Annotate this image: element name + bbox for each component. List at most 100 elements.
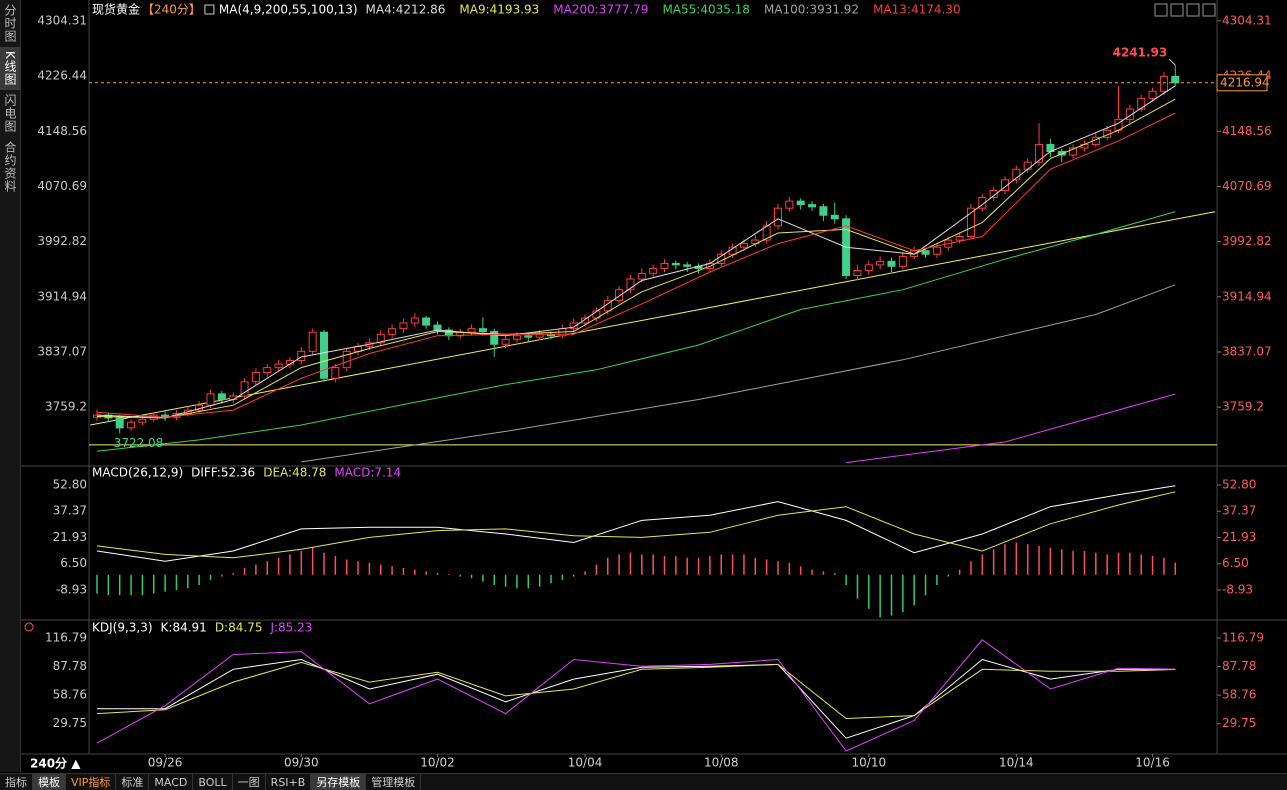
candle-body <box>819 206 828 216</box>
macd-bar <box>1117 552 1120 575</box>
y-tick-label: 6.50 <box>1222 556 1249 570</box>
macd-line <box>96 485 1176 562</box>
macd-bar <box>482 574 484 582</box>
icon[interactable] <box>1186 3 1200 17</box>
macd-bar <box>618 554 620 575</box>
candle-body <box>932 246 941 255</box>
macd-bar <box>414 569 416 575</box>
macd-line <box>96 491 1176 559</box>
candle-body <box>603 299 612 312</box>
macd-bar <box>493 574 495 585</box>
candle-body <box>320 331 328 379</box>
candle-body <box>308 331 317 352</box>
legend-entry: DIFF:52.36 <box>191 466 255 480</box>
candle-body <box>1035 143 1044 163</box>
candle-body <box>138 418 147 423</box>
candle-body <box>512 335 521 340</box>
side-tab[interactable]: K线图 <box>0 47 20 90</box>
candle-body <box>399 322 408 330</box>
y-tick-label: 58.76 <box>1222 688 1256 702</box>
candle-body <box>966 207 975 238</box>
candle-body <box>955 236 964 241</box>
bottom-tab[interactable]: RSI+B <box>266 774 312 790</box>
side-tab[interactable]: 分时图 <box>3 4 17 43</box>
candle-body <box>1023 161 1032 170</box>
y-tick-label: 4070.69 <box>37 179 87 193</box>
candle-body <box>853 270 862 277</box>
macd-bar <box>697 557 700 575</box>
legend-entry: K:84.91 <box>161 621 207 635</box>
candle-body <box>739 243 748 248</box>
candle-body <box>501 338 510 345</box>
bottom-tab[interactable]: VIP指标 <box>66 774 117 790</box>
kdj-line <box>96 639 1176 752</box>
settings-icon[interactable] <box>24 622 34 632</box>
bottom-tab[interactable]: 管理模板 <box>366 774 422 790</box>
macd-bar <box>1163 557 1165 575</box>
chart: 240分 ▲ 4304.314304.314226.444226.444148.… <box>21 0 1287 771</box>
side-tab[interactable]: 闪电图 <box>3 93 17 133</box>
candle-body <box>898 255 907 267</box>
legend-entry: MA55:4035.18 <box>662 3 750 17</box>
macd-bar <box>788 562 791 575</box>
macd-bar <box>164 574 166 592</box>
candle-body <box>376 333 385 344</box>
macd-bar <box>425 571 427 575</box>
candle-body <box>683 264 692 267</box>
macd-bar <box>448 573 450 575</box>
macd-bar <box>845 574 847 585</box>
macd-bar <box>255 564 257 575</box>
y-tick-label: 4304.31 <box>1222 13 1272 27</box>
macd-bar <box>595 564 598 575</box>
macd-bar <box>391 566 393 575</box>
y-tick-label: 3759.2 <box>1222 400 1264 414</box>
candle-body <box>274 363 283 369</box>
icon[interactable] <box>1202 3 1216 17</box>
candle-body <box>978 197 987 209</box>
bottom-tab[interactable]: 一图 <box>233 774 266 790</box>
macd-bar <box>550 574 552 584</box>
macd-bar <box>175 574 178 591</box>
bottom-tab[interactable]: BOLL <box>193 774 233 790</box>
bottom-tab[interactable]: 模板 <box>33 774 66 790</box>
icon[interactable] <box>1170 3 1184 17</box>
macd-bar <box>868 574 870 609</box>
legend-entry: D:84.75 <box>215 621 263 635</box>
macd-bar <box>992 549 995 575</box>
x-tick-label: 10/02 <box>420 756 455 770</box>
bottom-tab[interactable]: 另存模板 <box>311 774 367 790</box>
candle-body <box>1125 108 1134 121</box>
bottom-tab[interactable]: MACD <box>149 774 194 790</box>
ma-line <box>846 393 1176 464</box>
candle-body <box>422 317 431 326</box>
macd-bar <box>334 556 337 575</box>
macd-bar <box>459 574 461 577</box>
macd-bar <box>289 554 291 575</box>
period-selector[interactable]: 240分 ▲ <box>30 756 81 771</box>
y-tick-label: 116.79 <box>1222 631 1264 645</box>
macd-bar <box>686 557 688 575</box>
macd-bar <box>221 574 223 577</box>
macd-bar <box>130 574 132 596</box>
macd-bar <box>198 574 200 585</box>
icon[interactable] <box>1154 3 1168 17</box>
legend-entry: 现货黄金 <box>92 2 140 17</box>
macd-bar <box>1072 550 1074 575</box>
macd-bar <box>1151 556 1154 575</box>
macd-bar <box>572 574 575 577</box>
bottom-tab[interactable]: 指标 <box>0 774 33 790</box>
y-tick-label: 3837.07 <box>37 344 87 358</box>
macd-bar <box>584 571 586 575</box>
bottom-tab[interactable]: 标准 <box>116 774 150 790</box>
side-tab[interactable]: 合约资料 <box>3 140 17 193</box>
candle-body <box>876 260 885 266</box>
macd-bar <box>947 574 949 577</box>
candle-body <box>830 214 839 220</box>
macd-bar <box>323 552 325 575</box>
macd-bar <box>1174 562 1176 575</box>
macd-bar <box>1083 550 1086 575</box>
legend-entry: DEA:48.78 <box>263 466 326 480</box>
y-tick-label: 29.75 <box>1222 716 1256 730</box>
macd-bar <box>504 574 507 587</box>
x-tick-label: 10/10 <box>852 756 887 770</box>
